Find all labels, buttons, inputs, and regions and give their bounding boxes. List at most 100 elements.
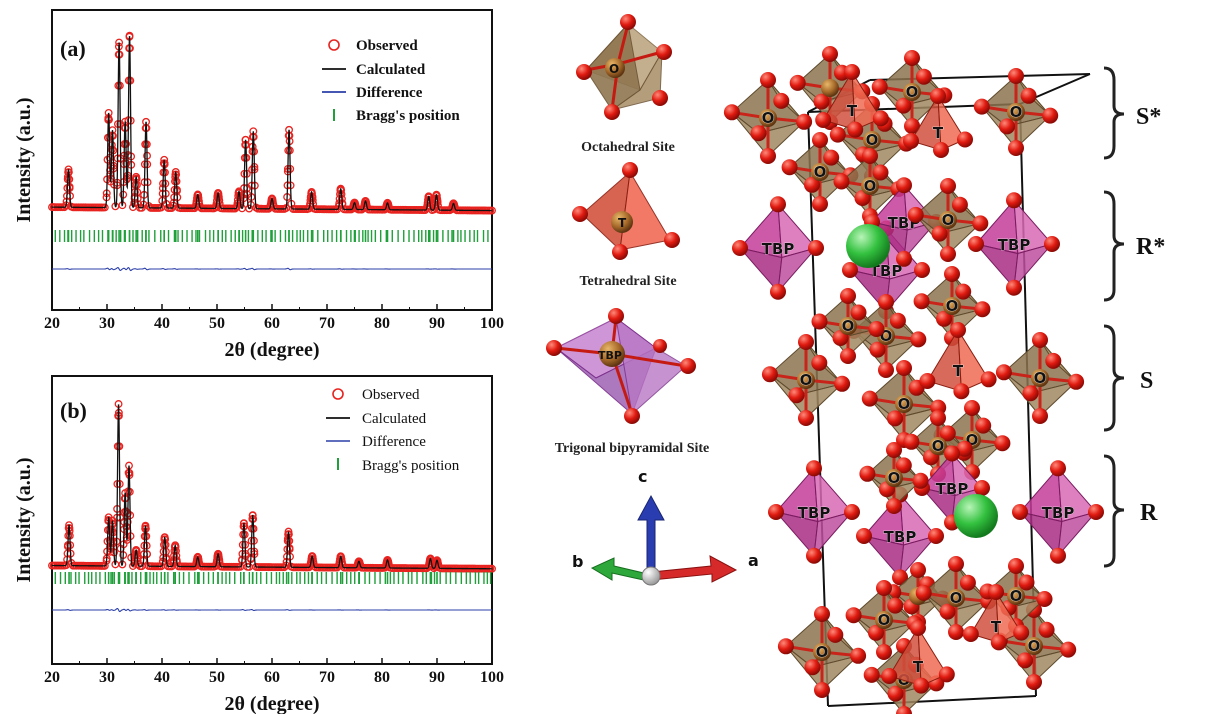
oxygen-atom [887, 597, 904, 614]
octahedron: O [723, 72, 813, 164]
atom-label-tbp: TBP [884, 528, 917, 546]
oxygen-atom [933, 142, 949, 158]
oxygen-atom [604, 104, 620, 120]
legend-b-observed-marker [332, 388, 344, 400]
b-axis-label: b [572, 552, 583, 571]
oxygen-atom [1020, 87, 1037, 104]
atom-label-tbp: TBP [798, 504, 831, 522]
octa-center-atom [929, 437, 947, 455]
oxygen-atom [620, 14, 636, 30]
oxygen-atom [878, 362, 894, 378]
octahedron: O [833, 148, 907, 224]
tetrahedral-site-label: Tetrahedral Site [579, 274, 676, 289]
oxygen-atom [808, 240, 824, 256]
plot-b-x-tick-label: 30 [99, 669, 115, 686]
oxygen-atom [1006, 192, 1022, 209]
brace-r-star [1103, 190, 1125, 302]
oxygen-atom [944, 445, 960, 462]
oxygen-atom [872, 164, 889, 181]
oxygen-atom [948, 556, 964, 572]
atom-label-t: T [953, 362, 964, 380]
oxygen-atom [1008, 68, 1024, 84]
oxygen-atom [1050, 460, 1066, 477]
plot-a-ylabel: Intensity (a.u.) [13, 97, 35, 222]
octa-center-atom [1031, 369, 1049, 387]
oxygen-atom [811, 313, 828, 330]
oxygen-atom [664, 232, 680, 248]
oxygen-atom [974, 480, 990, 496]
octa-center-atom [863, 131, 881, 149]
oxygen-atom [845, 607, 862, 624]
plot-a-x-tick-label: 90 [429, 315, 445, 332]
oxygen-atom [904, 118, 920, 134]
layer-label-s: S [1140, 368, 1153, 394]
octa-center-atom [903, 83, 921, 101]
oxygen-atom [974, 301, 991, 318]
oxygen-atom [760, 148, 776, 164]
octa-center-atom [947, 589, 965, 607]
oxygen-atom [913, 293, 930, 310]
brace-r [1103, 454, 1125, 568]
oxygen-atom [863, 666, 880, 683]
atom-label-o: O [842, 317, 855, 335]
oxygen-atom [868, 321, 885, 337]
tetrahedron: T [919, 322, 997, 400]
atom-label-o: O [814, 163, 827, 181]
atom-label-t: T [933, 124, 944, 142]
oxygen-atom [895, 97, 912, 114]
plot-b-bragg-ticks [54, 572, 492, 584]
oxygen-atom [1008, 558, 1024, 574]
octa-center-atom [1007, 587, 1025, 605]
oxygen-atom [886, 498, 902, 514]
layer-label-r-star: R* [1136, 234, 1165, 260]
barium-atom [954, 494, 998, 538]
tetra-face-right [619, 170, 671, 251]
octa-center-atom [813, 643, 831, 661]
xrd-plot-b: (b) Observed Calculated Difference Bragg… [13, 375, 504, 714]
legend-a: Observed Calculated Difference Bragg's p… [322, 38, 460, 124]
tbp-atom-label: TBP [598, 349, 622, 362]
oxygen-atom [572, 206, 588, 222]
oxygen-atom [896, 177, 912, 194]
oxygen-atom [881, 668, 898, 684]
oxygen-atom [939, 603, 956, 620]
plot-b-x-tick-label: 20 [44, 669, 60, 686]
oxygen-atom [750, 125, 767, 142]
oxygen-atom [1038, 621, 1055, 638]
atom-label-o: O [1028, 637, 1041, 655]
plot-b-calculated-line [52, 404, 492, 570]
axes-triad: c b a [572, 467, 759, 586]
octa-center-atom [895, 395, 913, 413]
oxygen-atom [999, 118, 1015, 135]
xrd-plot-a: (a) Observed Calculated Difference Bragg… [13, 9, 504, 361]
oxygen-atom [930, 88, 946, 104]
oxygen-atom [973, 98, 990, 115]
octahedron: O [903, 410, 973, 482]
oxygen-atom [770, 196, 786, 213]
octahedron: O [777, 606, 867, 698]
plot-a-x-tick-label: 40 [154, 315, 170, 332]
atom-label-o: O [932, 437, 945, 455]
oxygen-atom [915, 68, 932, 85]
plot-b-x-ticks: 20 30 40 50 60 70 80 90 100 [44, 658, 504, 686]
plot-a-x-ticks: 20 30 40 50 60 70 80 90 100 [44, 304, 504, 332]
octahedron: O [845, 580, 923, 660]
plot-a-data [48, 31, 496, 272]
plot-b-x-tick-label: 80 [374, 669, 390, 686]
atom-label-o: O [816, 643, 829, 661]
layer-label-s-star: S* [1136, 104, 1161, 130]
octa-center-atom [885, 469, 903, 487]
oxygen-atom [956, 440, 973, 457]
oxygen-atom [850, 304, 867, 321]
atom-label-o: O [888, 469, 901, 487]
c-axis-arrow [637, 494, 665, 571]
octahedron: O [907, 178, 989, 262]
oxygen-atom [910, 331, 927, 348]
oxygen-atom [871, 78, 888, 95]
octa-center-atom [797, 371, 815, 389]
tbp-polyhedron: TBP [856, 486, 944, 586]
atom-label-o: O [942, 211, 955, 229]
oxygen-atom [988, 584, 1004, 600]
oxygen-atom [1032, 408, 1048, 424]
oxygen-atom [1044, 236, 1060, 252]
